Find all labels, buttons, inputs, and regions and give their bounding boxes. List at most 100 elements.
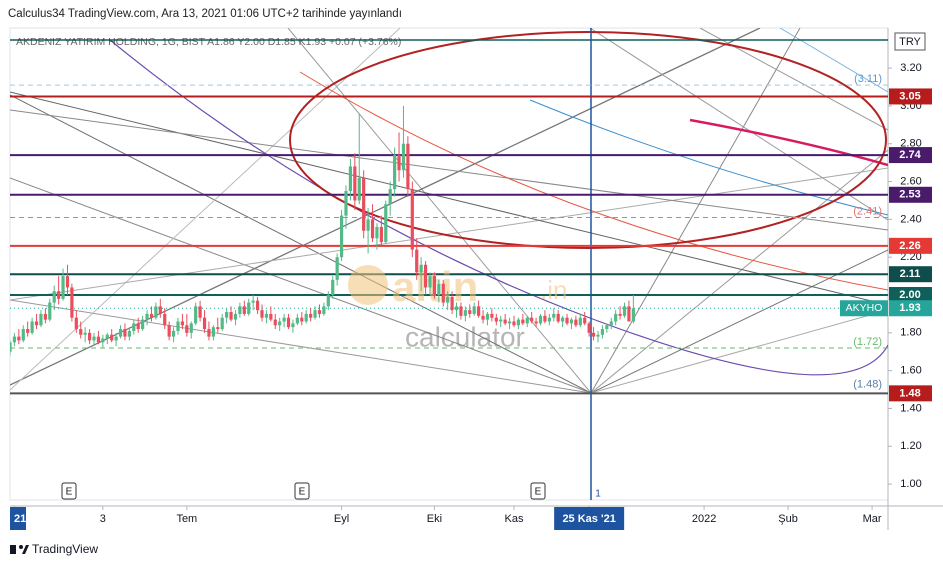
trend-line: [10, 109, 888, 231]
candle-body: [92, 336, 96, 341]
legend: AKDENIZ YATIRIM HOLDING, 1G, BIST A1.86 …: [16, 36, 401, 48]
level-box: [889, 88, 932, 105]
candle-body: [468, 310, 472, 314]
candle-body: [366, 219, 370, 231]
candle-body: [437, 283, 441, 296]
candle-body: [110, 334, 114, 341]
candle-body: [309, 313, 313, 318]
candle-body: [631, 308, 635, 322]
event-label: E: [299, 487, 306, 498]
level-label: 2.53: [899, 189, 920, 201]
level-box: [889, 237, 932, 254]
candle-body: [609, 321, 613, 326]
candle-body: [17, 336, 21, 341]
candle-body: [163, 313, 167, 326]
y-tick-label: 1.00: [900, 478, 921, 490]
level-label: 1.93: [899, 302, 920, 314]
candle-body: [286, 317, 291, 328]
candle-body: [375, 226, 379, 239]
currency-box: [894, 32, 926, 51]
candle-body: [423, 264, 428, 288]
candle-body: [39, 313, 43, 326]
candle-body: [441, 283, 445, 303]
candle-body: [322, 306, 326, 314]
candle-body: [282, 317, 286, 322]
level-box: [889, 186, 932, 203]
x-tick-highlight: [10, 507, 26, 530]
candle-body: [30, 321, 34, 333]
trend-line: [10, 167, 888, 301]
candle-body: [96, 336, 101, 343]
level-tag: AKYHO: [846, 302, 883, 314]
candle-body: [432, 276, 437, 296]
level-box: [889, 385, 932, 402]
candle-body: [61, 276, 65, 299]
candle-body: [428, 276, 432, 288]
candle-body: [83, 332, 87, 335]
candle-body: [574, 319, 578, 326]
candle-body: [238, 306, 242, 314]
candle-body: [70, 287, 74, 318]
candle-body: [207, 329, 211, 337]
arc: [109, 39, 888, 376]
footer-text: TradingView: [32, 542, 98, 556]
level-label: (3.11): [854, 73, 882, 85]
ellipse: [289, 31, 887, 249]
logo-part: [10, 545, 16, 554]
event-label: E: [66, 487, 73, 498]
candle-body: [521, 319, 525, 324]
candle-body: [48, 302, 52, 320]
trend-line: [10, 91, 888, 306]
candle-body: [269, 313, 273, 320]
level-label: 3.05: [899, 90, 920, 102]
level-label: 2.74: [899, 149, 921, 161]
candle-body: [247, 302, 251, 314]
candle-body: [410, 189, 414, 250]
watermark-sub: calculator: [405, 321, 525, 352]
candle-body: [490, 313, 494, 318]
candle-body: [313, 310, 317, 318]
x-tick-label: Eyl: [334, 513, 349, 525]
candle-body: [141, 319, 145, 330]
candle-body: [622, 306, 627, 316]
candle-body: [194, 306, 198, 324]
trend-line: [779, 28, 888, 93]
candle-body: [618, 313, 622, 316]
candle-body: [384, 204, 388, 243]
currency: TRY: [899, 36, 921, 48]
level-label: 2.26: [899, 240, 920, 252]
candle-body: [43, 313, 47, 320]
candle-body: [450, 296, 454, 311]
trend-line: [589, 28, 888, 221]
y-tick-label: 2.60: [900, 175, 921, 187]
candle-body: [255, 300, 260, 311]
fan-line: [590, 28, 801, 394]
candle-body: [348, 166, 353, 192]
candle-body: [512, 321, 516, 326]
x-tick-label: Şub: [778, 513, 798, 525]
candle-body: [463, 310, 467, 316]
candle-body: [132, 323, 136, 331]
candle-body: [145, 313, 149, 320]
candle-body: [242, 306, 246, 314]
candle-body: [225, 312, 229, 318]
candle-body: [57, 291, 61, 299]
candle-body: [317, 310, 322, 314]
candle-body: [516, 319, 521, 326]
candle-body: [534, 321, 538, 324]
candle-body: [406, 143, 410, 190]
candle-body: [401, 143, 406, 171]
candle-body: [123, 329, 127, 337]
candle-body: [118, 329, 123, 337]
candle-body: [459, 306, 463, 316]
candle-body: [614, 313, 618, 322]
level-box: [889, 147, 932, 164]
logo-part: [19, 545, 23, 549]
candle-body: [211, 327, 215, 337]
candle-body: [34, 321, 39, 326]
candle-body: [127, 330, 131, 337]
candle-body: [149, 313, 154, 318]
fan-line: [590, 149, 888, 394]
fan-line: [10, 94, 592, 394]
